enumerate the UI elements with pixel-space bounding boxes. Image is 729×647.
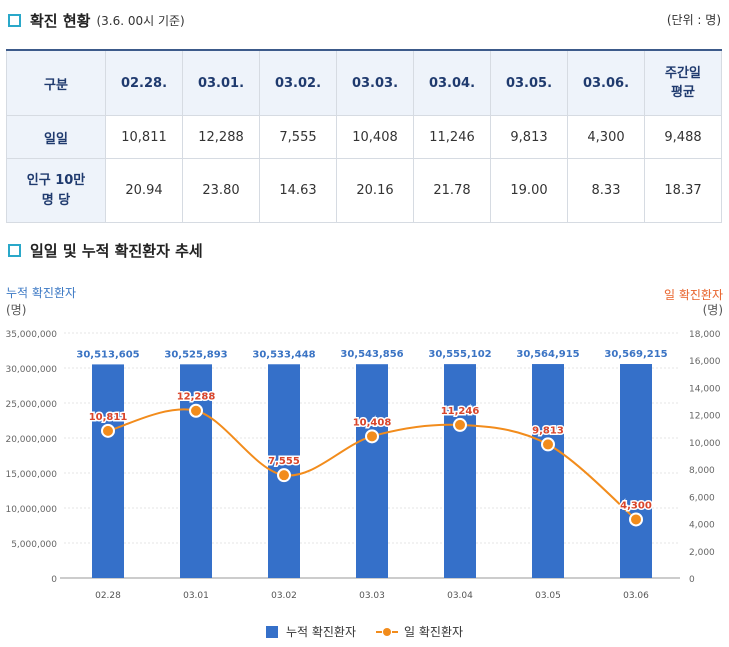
table-header-row: 구분 02.28. 03.01. 03.02. 03.03. 03.04. 03… xyxy=(6,49,722,116)
line-data-label: 10,811 xyxy=(89,412,128,423)
legend-bar-swatch xyxy=(265,625,278,638)
right-axis-title: 일 확진환자 xyxy=(663,288,723,302)
column-header: 03.04. xyxy=(413,49,491,116)
section-subtitle: (3.6. 00시 기준) xyxy=(96,14,185,28)
table-cell: 11,246 xyxy=(413,115,491,159)
square-bullet-icon xyxy=(8,244,21,257)
x-axis-tick-label: 03.03 xyxy=(359,591,385,601)
right-axis-tick-label: 10,000 xyxy=(689,439,721,449)
line-data-label: 7,555 xyxy=(268,456,300,467)
table-cell: 8.33 xyxy=(567,158,645,223)
x-axis-tick-label: 03.02 xyxy=(271,591,297,601)
x-axis-tick-label: 03.01 xyxy=(183,591,209,601)
line-point xyxy=(101,423,115,438)
line-point xyxy=(277,468,291,483)
bar-data-label: 30,555,102 xyxy=(428,349,491,360)
row-label: 인구 10만 명 당 xyxy=(6,158,106,223)
bar xyxy=(356,364,388,578)
line-data-label: 9,813 xyxy=(532,425,564,436)
table-cell: 10,408 xyxy=(336,115,414,159)
line-point xyxy=(365,429,379,444)
right-axis-tick-label: 4,000 xyxy=(689,521,715,531)
trend-chart: 0 5,000,000 10,000,000 15,000,000 20,000,000… xyxy=(5,330,721,601)
table-cell: 9,488 xyxy=(644,115,722,159)
x-axis-tick-label: 03.06 xyxy=(623,591,649,601)
left-axis-tick-label: 30,000,000 xyxy=(5,365,57,375)
bar xyxy=(180,364,212,578)
right-axis-tick-label: 18,000 xyxy=(689,330,721,340)
section-header-status: 확진 현황 (3.6. 00시 기준) xyxy=(8,10,185,31)
left-axis-unit: (명) xyxy=(6,303,27,317)
table-cell: 12,288 xyxy=(182,115,260,159)
right-axis-tick-label: 16,000 xyxy=(689,357,721,367)
column-header: 구분 xyxy=(6,49,106,116)
column-header: 03.03. xyxy=(336,49,414,116)
line-point xyxy=(189,403,203,418)
legend-item-daily: 일 확진환자 xyxy=(376,623,463,640)
x-axis-tick-label: 03.04 xyxy=(447,591,473,601)
chart-legend: 누적 확진환자 일 확진환자 xyxy=(0,623,729,640)
table-cell: 14.63 xyxy=(259,158,337,223)
bar-data-label: 30,525,893 xyxy=(164,349,227,360)
table-cell: 4,300 xyxy=(567,115,645,159)
square-bullet-icon xyxy=(8,14,21,27)
table-row: 일일 10,811 12,288 7,555 10,408 11,246 9,8… xyxy=(6,115,722,159)
bar-data-label: 30,513,605 xyxy=(76,349,139,360)
left-axis-tick-label: 15,000,000 xyxy=(5,470,57,480)
table-cell: 20.94 xyxy=(105,158,183,223)
left-axis-tick-label: 25,000,000 xyxy=(5,400,57,410)
right-axis-unit: (명) xyxy=(702,303,723,317)
column-header: 03.05. xyxy=(490,49,568,116)
line-data-label: 11,246 xyxy=(441,406,480,417)
x-axis-tick-label: 03.05 xyxy=(535,591,561,601)
legend-line-swatch xyxy=(376,626,399,638)
bar xyxy=(444,364,476,578)
bar xyxy=(532,364,564,578)
x-axis-tick-label: 02.28 xyxy=(95,591,121,601)
right-axis-tick-label: 0 xyxy=(689,575,695,585)
section-title: 일일 및 누적 확진환자 추세 xyxy=(30,242,203,260)
column-header: 03.01. xyxy=(182,49,260,116)
line-point xyxy=(541,437,555,452)
table-cell: 20.16 xyxy=(336,158,414,223)
left-axis-tick-label: 0 xyxy=(51,575,57,585)
left-axis-tick-label: 20,000,000 xyxy=(5,435,57,445)
bar-data-label: 30,533,448 xyxy=(252,349,315,360)
line-point xyxy=(453,417,467,432)
bar xyxy=(92,364,124,578)
bar-data-label: 30,569,215 xyxy=(604,349,667,360)
bar-data-label: 30,564,915 xyxy=(516,349,579,360)
table-cell: 23.80 xyxy=(182,158,260,223)
right-axis-tick-label: 8,000 xyxy=(689,466,715,476)
left-axis-tick-label: 10,000,000 xyxy=(5,505,57,515)
legend-label: 일 확진환자 xyxy=(404,625,464,639)
legend-label: 누적 확진환자 xyxy=(285,625,357,639)
unit-label: (단위 : 명) xyxy=(666,13,721,27)
column-header: 03.06. xyxy=(567,49,645,116)
line-data-label: 4,300 xyxy=(620,500,652,511)
right-axis-tick-label: 2,000 xyxy=(689,548,715,558)
bar xyxy=(620,364,652,578)
status-table: 구분 02.28. 03.01. 03.02. 03.03. 03.04. 03… xyxy=(6,49,722,223)
line-data-label: 12,288 xyxy=(177,392,216,403)
table-cell: 9,813 xyxy=(490,115,568,159)
table-cell: 19.00 xyxy=(490,158,568,223)
line-point xyxy=(629,512,643,527)
section-title: 확진 현황 xyxy=(30,12,91,30)
column-header: 02.28. xyxy=(105,49,183,116)
legend-item-cumulative: 누적 확진환자 xyxy=(265,623,357,640)
table-cell: 18.37 xyxy=(644,158,722,223)
left-axis-tick-label: 35,000,000 xyxy=(5,330,57,340)
right-axis-tick-label: 6,000 xyxy=(689,493,715,503)
right-axis-tick-label: 14,000 xyxy=(689,384,721,394)
table-row: 인구 10만 명 당 20.94 23.80 14.63 20.16 21.78… xyxy=(6,158,722,223)
section-header-trend: 일일 및 누적 확진환자 추세 xyxy=(8,240,203,261)
line-data-label: 10,408 xyxy=(353,417,392,428)
left-axis-tick-label: 5,000,000 xyxy=(11,540,57,550)
table-cell: 7,555 xyxy=(259,115,337,159)
table-cell: 21.78 xyxy=(413,158,491,223)
left-axis-title: 누적 확진환자 xyxy=(6,286,77,300)
right-axis-tick-label: 12,000 xyxy=(689,412,721,422)
bar-data-label: 30,543,856 xyxy=(340,349,403,360)
